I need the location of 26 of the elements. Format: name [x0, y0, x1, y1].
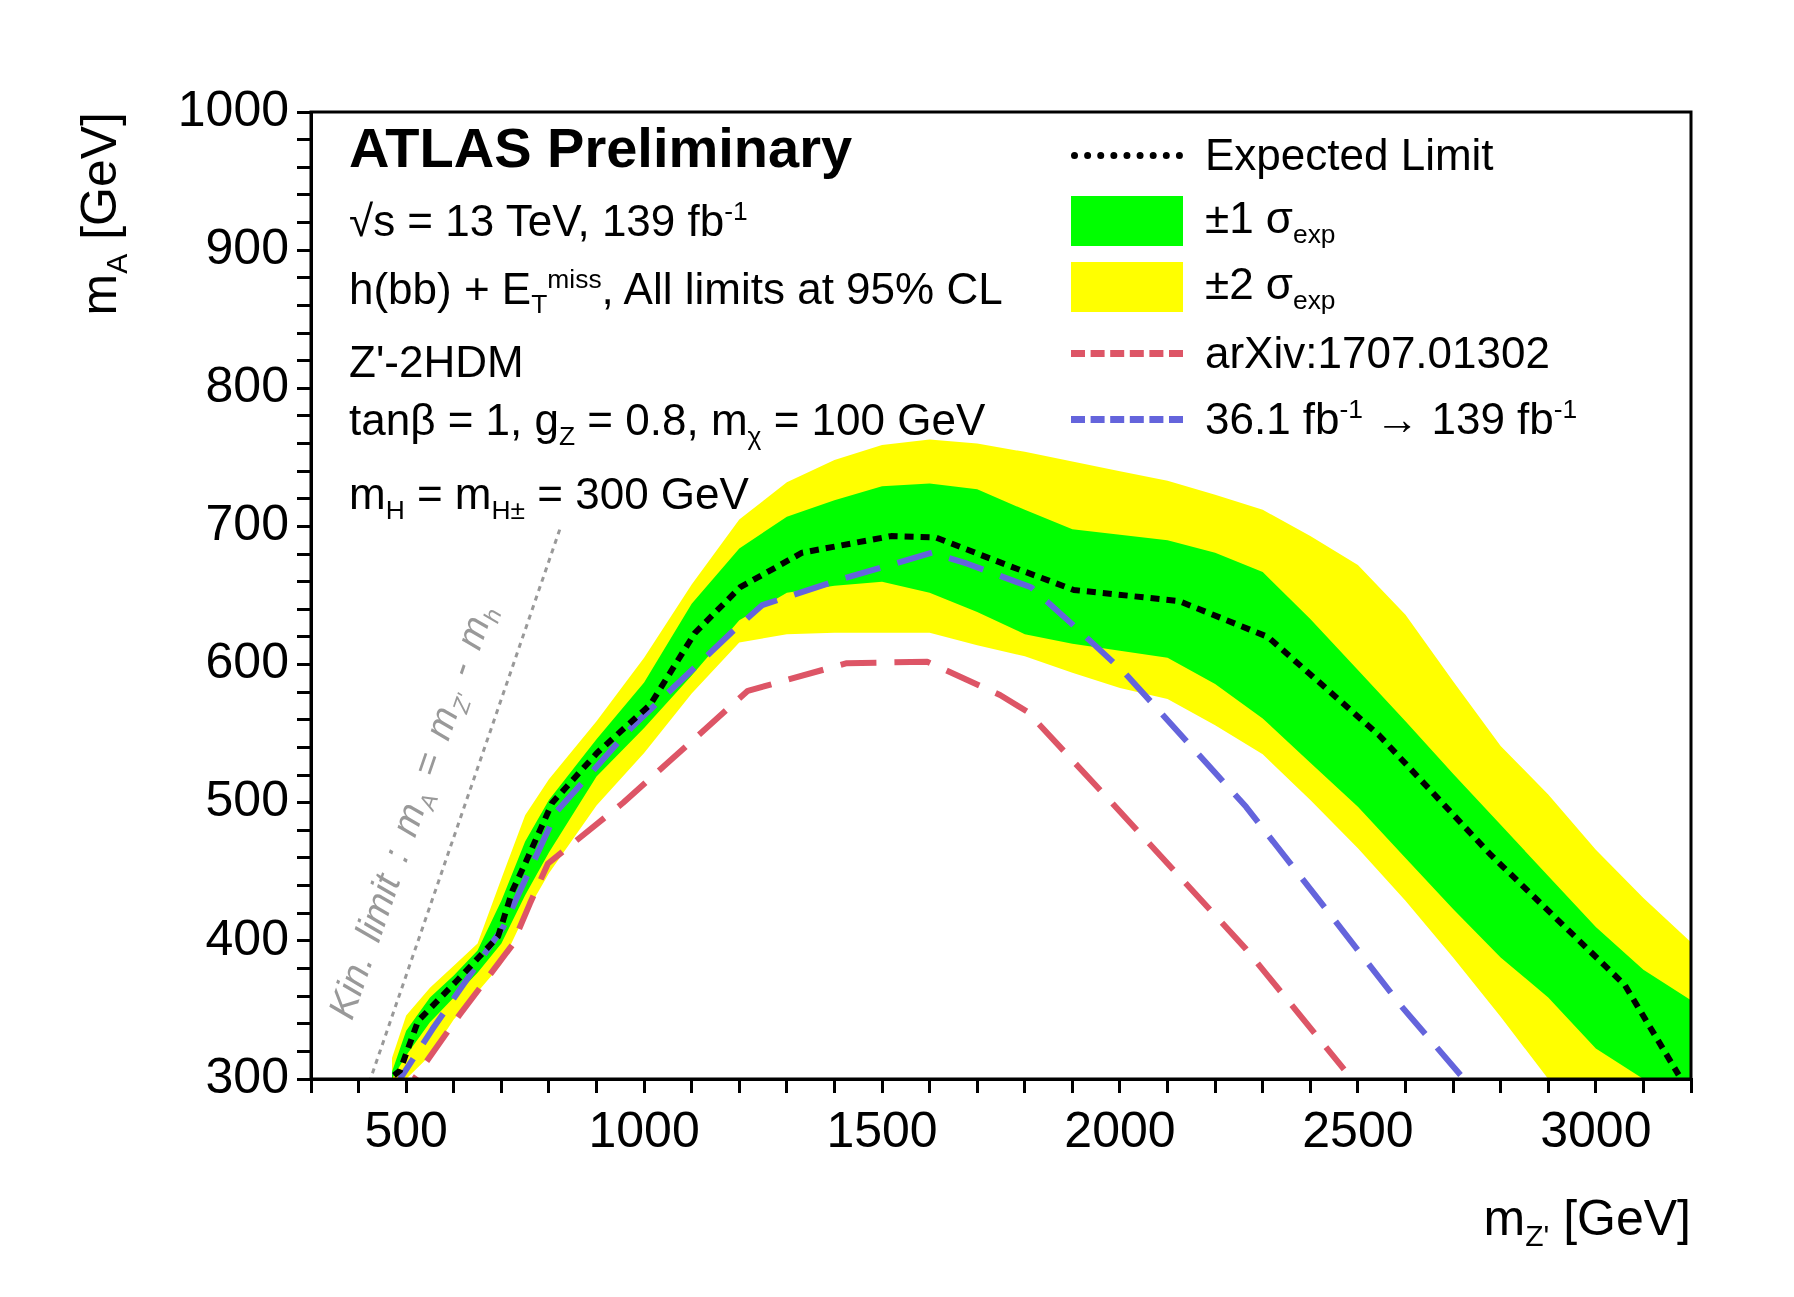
annotation: tanβ = 1, g$_{Z}$ = 0.8, m$_{χ}$ = 100 GeV — [349, 394, 987, 453]
annotation: √s = 13 TeV, 139 fb$^{-1}$ — [349, 194, 749, 247]
x-tick-label: 1500 — [826, 1101, 938, 1158]
y-tick-label: 300 — [205, 1047, 289, 1104]
x-tick-label: 2000 — [1064, 1101, 1176, 1158]
y-tick-label: 1000 — [177, 80, 289, 137]
x-axis-title: m$_{Z'}$ [GeV] — [1483, 1189, 1691, 1253]
x-tick-label: 2500 — [1302, 1101, 1414, 1158]
legend-label: ±1 σ$_{exp}$ — [1205, 192, 1336, 250]
y-tick-label: 600 — [205, 633, 289, 690]
annotation: Z'-2HDM — [349, 336, 525, 389]
annotation: m$_{H}$ = m$_{H±}$ = 300 GeV — [349, 467, 750, 527]
y-tick-label: 400 — [205, 909, 289, 966]
x-tick-label: 3000 — [1540, 1101, 1652, 1158]
legend-label: Expected Limit — [1205, 130, 1494, 180]
y-tick-label: 800 — [205, 357, 289, 414]
x-tick-label: 1000 — [588, 1101, 700, 1158]
y-tick-label: 900 — [205, 218, 289, 275]
legend-label: ±2 σ$_{exp}$ — [1205, 258, 1336, 316]
legend-label: 36.1 fb$^{-1}$ → 139 fb$^{-1}$ — [1205, 394, 1578, 444]
y-tick-label: 500 — [205, 771, 289, 828]
annotation: ATLAS Preliminary — [349, 115, 854, 181]
legend-label: arXiv:1707.01302 — [1205, 328, 1550, 378]
y-tick-label: 700 — [205, 495, 289, 552]
x-tick-label: 500 — [364, 1101, 448, 1158]
annotation: h(bb) + E$_{T}$$^{miss}$, All limits at 95% CL — [349, 262, 1003, 322]
